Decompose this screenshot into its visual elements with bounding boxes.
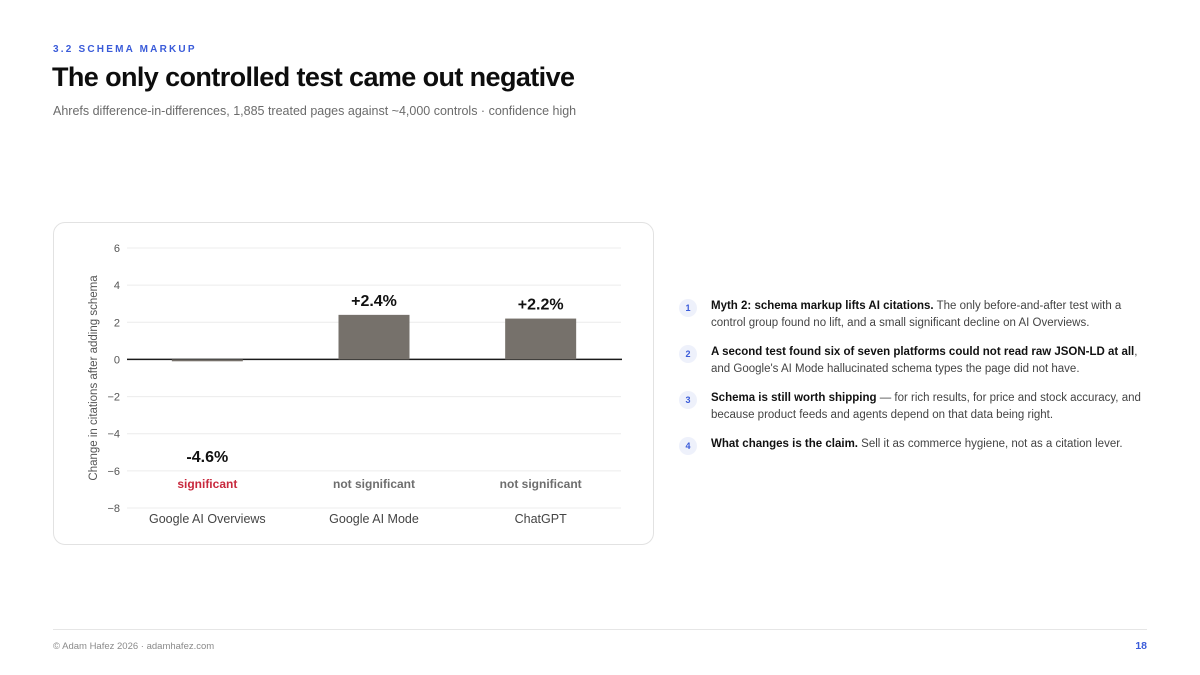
significance-label: not significant — [333, 477, 415, 491]
note-number-badge: 2 — [679, 345, 697, 363]
bar — [171, 359, 243, 362]
note-heading: Myth 2: schema markup lifts AI citations… — [711, 300, 934, 312]
note-heading: Schema is still worth shipping — [711, 392, 877, 404]
bar — [505, 318, 577, 360]
y-tick-label: 0 — [114, 354, 120, 366]
y-tick-label: −6 — [107, 466, 120, 478]
note-item: 2 A second test found six of seven platf… — [679, 344, 1149, 378]
chart-card: 6 4 2 0 −2 −4 −6 −8 Change in citations after ad… — [53, 222, 654, 545]
note-text: — for rich results, for price and stock … — [711, 392, 1141, 421]
y-tick-label: 2 — [114, 317, 120, 329]
bar — [338, 314, 410, 360]
x-category-label: Google AI Mode — [329, 512, 419, 526]
page-number: 18 — [1135, 640, 1147, 652]
note-number-badge: 3 — [679, 391, 697, 409]
notes-list: 1 Myth 2: schema markup lifts AI citatio… — [679, 298, 1149, 465]
note-item: 3 Schema is still worth shipping — for r… — [679, 390, 1149, 424]
note-heading: What changes is the claim. — [711, 438, 858, 450]
note-item: 4 What changes is the claim. Sell it as … — [679, 436, 1149, 455]
x-category-label: Google AI Overviews — [149, 512, 266, 526]
y-tick-label: −8 — [107, 503, 120, 515]
footer-divider — [53, 629, 1147, 630]
footer-credit: © Adam Hafez 2026 · adamhafez.com — [53, 641, 215, 652]
note-text: , and Google's AI Mode hallucinated sche… — [711, 346, 1138, 375]
significance-label: not significant — [500, 477, 582, 491]
page-title: The only controlled test came out negati… — [52, 62, 575, 92]
page-subtitle: Ahrefs difference-in-differences, 1,885 … — [53, 104, 577, 118]
y-tick-label: −4 — [107, 429, 120, 441]
note-number-badge: 1 — [679, 299, 697, 317]
note-text: Sell it as commerce hygiene, not as a ci… — [857, 438, 1123, 450]
note-number-badge: 4 — [679, 437, 697, 455]
value-label: +2.4% — [351, 293, 397, 310]
x-category-label: ChatGPT — [515, 512, 567, 526]
y-axis-label: Change in citations after adding schema — [88, 275, 100, 481]
note-item: 1 Myth 2: schema markup lifts AI citatio… — [679, 298, 1149, 332]
value-label: -4.6% — [186, 449, 228, 466]
section-label: 3.2 SCHEMA MARKUP — [53, 44, 197, 55]
note-heading: A second test found six of seven platfor… — [711, 346, 1135, 358]
value-label: +2.2% — [518, 297, 564, 314]
bar-chart: 6 4 2 0 −2 −4 −6 −8 Change in citations after ad… — [88, 243, 622, 526]
y-tick-label: 4 — [114, 280, 120, 292]
note-text: The only before-and-after test with a co… — [711, 300, 1122, 329]
y-tick-label: −2 — [107, 392, 120, 404]
y-tick-label: 6 — [114, 243, 120, 255]
significance-label: significant — [177, 477, 237, 491]
